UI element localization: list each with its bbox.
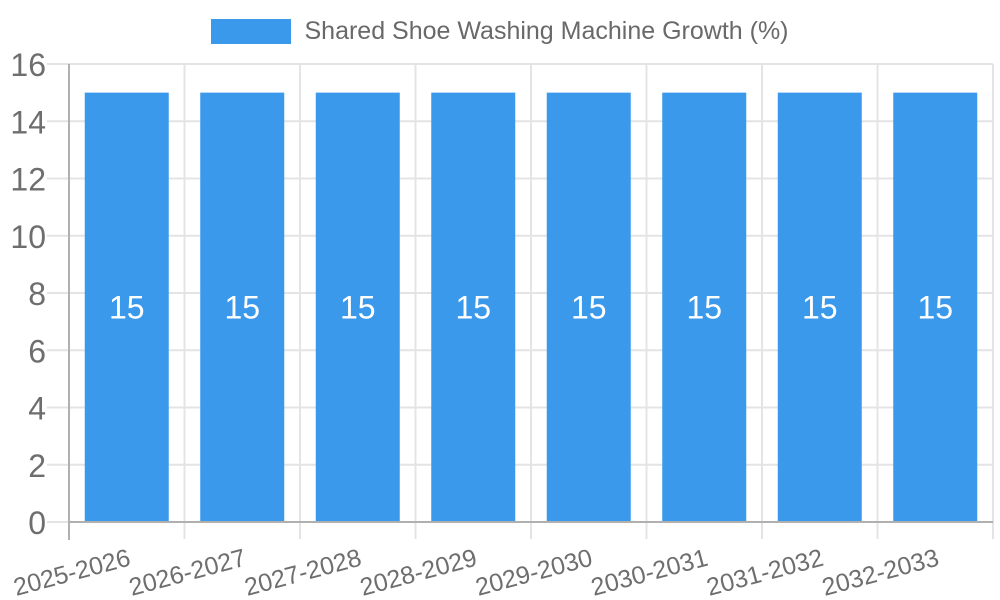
bar-value-label: 15 (340, 289, 376, 325)
bar[interactable] (431, 92, 516, 521)
bar[interactable] (200, 92, 285, 521)
y-tick-label: 6 (28, 333, 46, 369)
y-tick-label: 14 (10, 104, 46, 140)
x-tick-label: 2026-2027 (126, 544, 249, 600)
bar-value-label: 15 (917, 289, 953, 325)
y-tick-label: 16 (10, 47, 46, 83)
bar-value-label: 15 (455, 289, 491, 325)
bar[interactable] (315, 92, 400, 521)
bar[interactable] (662, 92, 747, 521)
x-tick-label: 2028-2029 (357, 544, 480, 600)
y-tick-label: 10 (10, 219, 46, 255)
x-tick-label: 2030-2031 (588, 544, 711, 600)
bar[interactable] (893, 92, 978, 521)
y-tick-label: 0 (28, 505, 46, 541)
y-tick-label: 4 (28, 391, 46, 427)
bar[interactable] (777, 92, 862, 521)
bar[interactable] (84, 92, 169, 521)
legend-swatch (211, 19, 292, 44)
y-tick-label: 8 (28, 276, 46, 312)
bar-value-label: 15 (224, 289, 260, 325)
x-tick-label: 2032-2033 (819, 544, 942, 600)
y-tick-label: 12 (10, 162, 46, 198)
bar-value-label: 15 (686, 289, 722, 325)
chart-legend[interactable]: Shared Shoe Washing Machine Growth (%) (0, 17, 1000, 46)
x-tick-label: 2031-2032 (704, 544, 827, 600)
bar[interactable] (546, 92, 631, 521)
bar-value-label: 15 (571, 289, 607, 325)
x-tick-label: 2025-2026 (11, 544, 134, 600)
legend-label: Shared Shoe Washing Machine Growth (%) (304, 17, 789, 45)
y-tick-label: 2 (28, 448, 46, 484)
bar-value-label: 15 (109, 289, 145, 325)
x-tick-label: 2027-2028 (242, 544, 365, 600)
bar-value-label: 15 (802, 289, 838, 325)
x-tick-label: 2029-2030 (473, 544, 596, 600)
